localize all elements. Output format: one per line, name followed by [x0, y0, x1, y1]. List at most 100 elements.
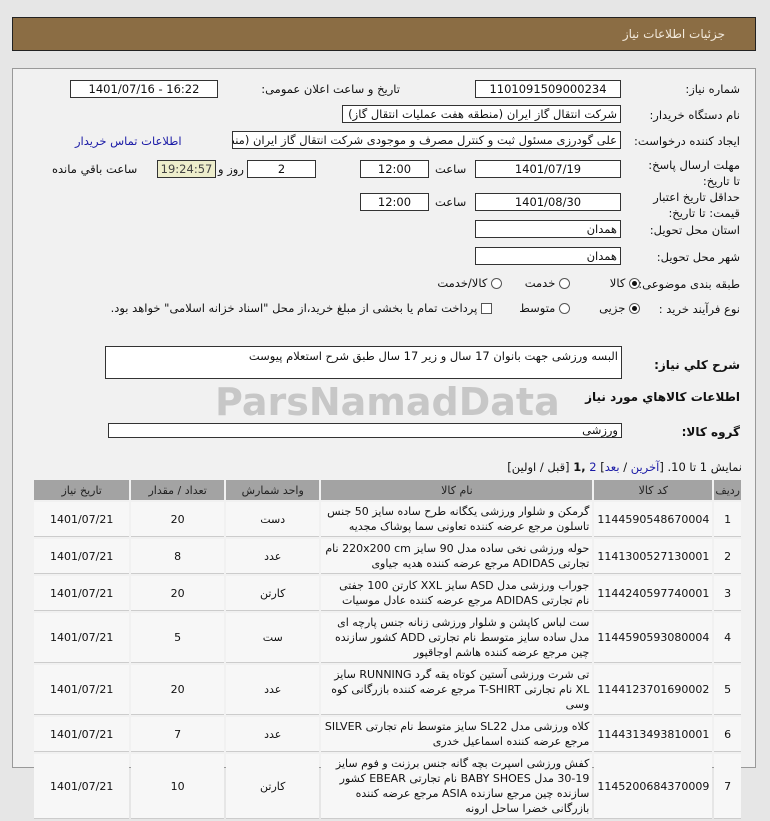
quantity: 10	[131, 754, 224, 819]
col-row: ردیف	[714, 480, 741, 500]
quantity: 20	[131, 576, 224, 611]
table-row: 1 1144590548670004 گرمکن و شلوار ورزشی یکگ…	[34, 502, 741, 537]
radio-goods-service[interactable]	[491, 278, 502, 289]
table-row: 4 1144590593080004 ست لباس کاپشن و شلوار و…	[34, 613, 741, 663]
row-number: 6	[714, 717, 741, 752]
quantity: 7	[131, 717, 224, 752]
table-row: 7 1145200684370009 کفش ورزشی اسپرت بچه گان…	[34, 754, 741, 819]
need-number-label: شماره نیاز:	[685, 82, 740, 96]
item-name: حوله ورزشی نخی ساده مدل 90 سایز 220x200 …	[321, 539, 593, 574]
quantity: 20	[131, 502, 224, 537]
pagination: نمایش 1 تا 10. [آخرین / بعد] 2 ,1 [قبل /…	[507, 460, 742, 474]
radio-minor[interactable]	[629, 303, 640, 314]
buyer-label: نام دستگاه خریدار:	[649, 108, 740, 122]
table-row: 3 1144240597740001 جوراب ورزشی مدل ASD سای…	[34, 576, 741, 611]
creator-field: علی گودرزی مسئول ثبت و کنترل مصرف و موجو…	[232, 131, 621, 149]
need-date: 1401/07/21	[34, 665, 130, 715]
items-title: اطلاعات کالاهاي مورد نياز	[585, 390, 740, 404]
option-label: خدمت	[524, 276, 556, 290]
creator-label: ایجاد کننده درخواست:	[634, 134, 740, 148]
col-code: کد کالا	[594, 480, 713, 500]
category-option-goods-service[interactable]: کالا/خدمت	[437, 276, 502, 290]
table-row: 6 1144313493810001 کلاه ورزشی مدل SL22 سای…	[34, 717, 741, 752]
need-date: 1401/07/21	[34, 539, 130, 574]
radio-medium[interactable]	[559, 303, 570, 314]
option-label: کالا/خدمت	[437, 276, 488, 290]
table-header-row: ردیف کد کالا نام کالا واحد شمارش تعداد /…	[34, 480, 741, 500]
validity-label: حداقل تاریخ اعتبار قیمت: تا تاریخ:	[653, 190, 740, 220]
current-page: ,1	[573, 460, 586, 474]
unit: ست	[226, 613, 320, 663]
province-label: استان محل تحویل:	[649, 223, 740, 237]
deadline-label: مهلت ارسال پاسخ: تا تاریخ:	[648, 158, 740, 188]
col-unit: واحد شمارش	[226, 480, 320, 500]
row-number: 5	[714, 665, 741, 715]
category-label: طبقه بندی موضوعی:	[638, 277, 740, 291]
col-date: تاریخ نیاز	[34, 480, 130, 500]
item-name: تی شرت ورزشی آستین کوتاه یقه گرد RUNNING…	[321, 665, 593, 715]
row-number: 4	[714, 613, 741, 663]
remaining-label: ساعت باقي مانده	[52, 162, 138, 176]
row-number: 1	[714, 502, 741, 537]
separator: /	[623, 460, 628, 474]
category-option-goods[interactable]: کالا	[610, 276, 640, 290]
description-label: شرح کلي نياز:	[654, 358, 740, 372]
validity-date-field: 1401/08/30	[475, 193, 621, 211]
item-code: 1144123701690002	[594, 665, 713, 715]
days-field: 2	[247, 160, 316, 178]
quantity: 8	[131, 539, 224, 574]
city-field: همدان	[475, 247, 621, 265]
bracket: ]	[600, 460, 605, 474]
quantity: 20	[131, 665, 224, 715]
table-row: 5 1144123701690002 تی شرت ورزشی آستین کوتا…	[34, 665, 741, 715]
items-table: ردیف کد کالا نام کالا واحد شمارش تعداد /…	[32, 478, 743, 821]
item-code: 1144313493810001	[594, 717, 713, 752]
treasury-payment-option[interactable]: پرداخت تمام یا بخشی از مبلغ خرید،از محل …	[111, 301, 492, 315]
province-field: همدان	[475, 220, 621, 238]
next-page-link[interactable]: بعد	[604, 460, 620, 474]
announce-field: 1401/07/16 - 16:22	[70, 80, 218, 98]
process-label: نوع فرآیند خرید :	[658, 302, 740, 316]
group-label: گروه کالا:	[681, 425, 740, 439]
item-name: ست لباس کاپشن و شلوار ورزشی زنانه جنس پا…	[321, 613, 593, 663]
unit: کارتن	[226, 754, 320, 819]
row-number: 2	[714, 539, 741, 574]
col-name: نام کالا	[321, 480, 593, 500]
page-header: جزئیات اطلاعات نیاز	[12, 17, 756, 51]
need-date: 1401/07/21	[34, 502, 130, 537]
validity-time-label: ساعت	[435, 195, 467, 209]
radio-goods[interactable]	[629, 278, 640, 289]
city-label: شهر محل تحویل:	[656, 250, 740, 264]
validity-time-field: 12:00	[360, 193, 429, 211]
unit: کارتن	[226, 576, 320, 611]
item-code: 1141300527130001	[594, 539, 713, 574]
need-date: 1401/07/21	[34, 576, 130, 611]
row-number: 7	[714, 754, 741, 819]
item-name: گرمکن و شلوار ورزشی یکگانه طرح ساده سایز…	[321, 502, 593, 537]
last-page-link[interactable]: آخرین	[630, 460, 660, 474]
announce-label: تاریخ و ساعت اعلان عمومی:	[261, 82, 400, 96]
unit: عدد	[226, 539, 320, 574]
category-option-service[interactable]: خدمت	[525, 276, 570, 290]
buyer-contact-link[interactable]: اطلاعات تماس خریدار	[75, 134, 182, 148]
table-row: 2 1141300527130001 حوله ورزشی نخی ساده مدل…	[34, 539, 741, 574]
treasury-checkbox[interactable]	[481, 303, 492, 314]
process-option-medium[interactable]: متوسط	[519, 301, 570, 315]
quantity: 5	[131, 613, 224, 663]
option-label: کالا	[609, 276, 626, 290]
remaining-time-field: 19:24:57	[157, 160, 216, 178]
item-name: کفش ورزشی اسپرت بچه گانه جنس برزنت و فوم…	[321, 754, 593, 819]
bracket: [	[659, 460, 664, 474]
need-date: 1401/07/21	[34, 717, 130, 752]
item-code: 1144590593080004	[594, 613, 713, 663]
item-name: کلاه ورزشی مدل SL22 سایز متوسط نام تجارت…	[321, 717, 593, 752]
page-2-link[interactable]: 2	[589, 460, 597, 474]
watermark: ParsNamadData	[215, 380, 560, 424]
days-label: روز و	[218, 162, 244, 176]
unit: دست	[226, 502, 320, 537]
buyer-field: شرکت انتقال گاز ایران (منطقه هفت عملیات …	[342, 105, 621, 123]
need-number-field: 1101091509000234	[475, 80, 621, 98]
page-title: جزئیات اطلاعات نیاز	[622, 27, 725, 41]
process-option-minor[interactable]: جزیی	[599, 301, 640, 315]
radio-service[interactable]	[559, 278, 570, 289]
